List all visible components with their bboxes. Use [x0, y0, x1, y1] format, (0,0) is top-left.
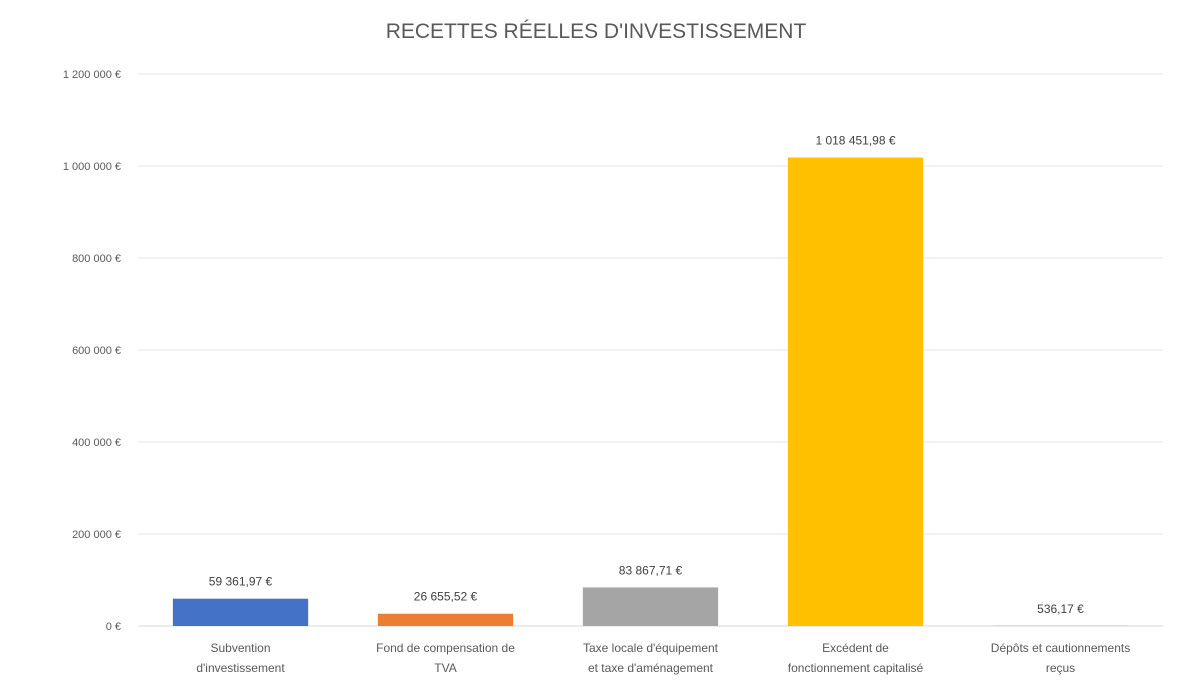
- bars: [172, 157, 1129, 626]
- category-label: reçus: [1046, 661, 1075, 675]
- bar: [787, 157, 924, 626]
- y-tick-label: 600 000 €: [72, 345, 121, 357]
- y-axis-tick-labels: 0 € 200 000 € 400 000 € 600 000 € 800 000 € 1…: [63, 69, 121, 633]
- data-label: 83 867,71 €: [619, 563, 683, 577]
- bar: [582, 587, 719, 626]
- category-label: Subvention: [210, 641, 270, 655]
- bar: [172, 598, 309, 626]
- y-tick-label: 400 000 €: [72, 437, 121, 449]
- category-label: Fond de compensation de: [376, 641, 515, 655]
- data-labels: 59 361,97 € 26 655,52 € 83 867,71 € 1 018 4…: [209, 134, 1084, 616]
- y-tick-label: 1 000 000 €: [63, 161, 121, 173]
- chart-title: RECETTES RÉELLES D'INVESTISSEMENT: [386, 20, 807, 43]
- category-label: Dépôts et cautionnements: [991, 641, 1130, 655]
- y-tick-label: 200 000 €: [72, 529, 121, 541]
- category-label: TVA: [434, 661, 456, 675]
- category-label: d'investissement: [196, 661, 285, 675]
- category-label: Taxe locale d'équipement: [583, 641, 719, 655]
- data-label: 26 655,52 €: [414, 590, 478, 604]
- data-label: 1 018 451,98 €: [815, 134, 895, 148]
- y-tick-label: 800 000 €: [72, 253, 121, 265]
- category-label: et taxe d'aménagement: [588, 661, 714, 675]
- x-axis-category-labels: Subvention d'investissement Fond de compen…: [196, 641, 1130, 675]
- category-label: Excédent de: [822, 641, 889, 655]
- data-label: 536,17 €: [1037, 602, 1084, 616]
- category-label: fonctionnement capitalisé: [788, 661, 924, 675]
- y-tick-label: 0 €: [106, 621, 121, 633]
- gridlines: [138, 73, 1163, 627]
- y-tick-label: 1 200 000 €: [63, 69, 121, 81]
- bar: [377, 613, 514, 626]
- data-label: 59 361,97 €: [209, 575, 273, 589]
